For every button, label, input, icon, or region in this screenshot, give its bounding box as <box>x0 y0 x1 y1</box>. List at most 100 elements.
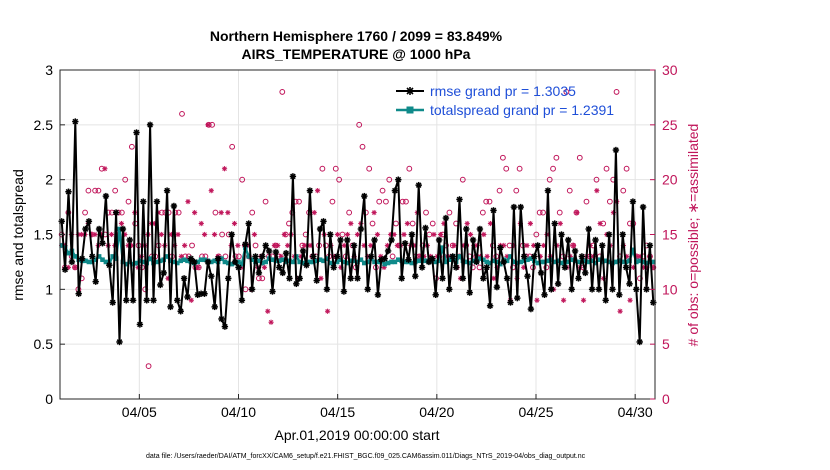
rmse-marker <box>486 302 494 309</box>
rmse-marker <box>259 253 266 260</box>
rmse-marker <box>313 277 320 284</box>
rmse-marker <box>65 188 72 195</box>
x-axis-label: Apr.01,2019 00:00:00 start <box>274 427 439 443</box>
rmse-marker <box>558 231 565 238</box>
totalspread-marker <box>219 256 224 261</box>
rmse-marker <box>282 249 290 257</box>
obs-possible-marker <box>332 165 339 172</box>
rmse-marker <box>102 192 110 200</box>
rmse-marker <box>95 225 103 233</box>
totalspread-marker <box>307 259 313 265</box>
rmse-marker <box>588 286 596 293</box>
data-series <box>58 118 657 346</box>
rmse-marker <box>177 308 184 315</box>
obs-assimilated-marker <box>534 297 540 303</box>
totalspread-marker <box>589 258 595 264</box>
totalspread-marker <box>198 257 204 263</box>
totalspread-marker <box>552 259 557 265</box>
rmse-marker <box>619 231 626 238</box>
y2-tick-label: 5 <box>662 336 670 352</box>
obs-assimilated-marker <box>92 231 98 238</box>
obs-possible-marker <box>128 143 135 150</box>
rmse-marker <box>296 275 303 282</box>
obs-possible-marker <box>359 143 366 150</box>
y2-tick-label: 30 <box>662 62 678 78</box>
totalspread-marker <box>154 259 160 265</box>
obs-possible-marker <box>406 165 413 172</box>
obs-possible-marker <box>252 242 259 249</box>
totalspread-marker <box>651 259 656 265</box>
rmse-marker <box>456 196 463 203</box>
totalspread-marker <box>549 257 554 263</box>
rmse-marker <box>310 253 317 260</box>
totalspread-marker <box>457 254 462 259</box>
rmse-marker <box>548 286 555 293</box>
totalspread-marker <box>559 260 564 266</box>
y-tick-label: 3 <box>45 62 53 78</box>
rmse-marker <box>510 203 518 211</box>
rmse-marker <box>398 275 405 282</box>
obs-assimilated-marker <box>301 242 307 249</box>
obs-possible-marker <box>262 198 269 205</box>
obs-assimilated-marker <box>560 297 567 303</box>
obs-possible-marker <box>112 187 119 194</box>
obs-assimilated-marker <box>315 188 321 194</box>
obs-possible-marker <box>536 209 543 216</box>
rmse-marker <box>133 129 140 136</box>
obs-possible-marker <box>356 121 363 128</box>
obs-assimilated-marker <box>268 319 274 325</box>
totalspread-marker <box>515 260 520 266</box>
totalspread-marker <box>467 260 472 266</box>
totalspread-marker <box>164 254 170 259</box>
totalspread-marker <box>389 259 394 265</box>
rmse-marker <box>531 253 538 260</box>
rmse-marker <box>527 305 535 313</box>
totalspread-marker <box>433 259 438 265</box>
rmse-marker <box>225 275 232 282</box>
totalspread-marker <box>634 259 639 265</box>
rmse-marker <box>75 290 82 297</box>
obs-assimilated-marker <box>431 231 437 238</box>
obs-possible-marker <box>229 143 236 150</box>
totalspread-marker <box>484 259 489 265</box>
totalspread-marker <box>351 258 357 264</box>
rmse-marker <box>578 253 586 260</box>
y2-tick-label: 10 <box>662 281 678 297</box>
rmse-marker <box>286 275 293 282</box>
rmse-marker <box>517 203 524 211</box>
totalspread-marker <box>260 260 265 266</box>
obs-possible-marker <box>637 275 643 282</box>
rmse-marker <box>330 264 337 271</box>
rmse-marker <box>221 323 229 330</box>
rmse-marker <box>208 272 215 280</box>
rmse-marker <box>415 181 422 189</box>
rmse-marker <box>381 255 388 262</box>
totalspread-marker <box>644 260 649 266</box>
y-axis-label: rmse and totalspread <box>10 169 26 301</box>
obs-possible-marker <box>85 187 92 194</box>
totalspread-marker <box>637 258 642 264</box>
totalspread-marker <box>209 259 214 265</box>
y2-tick-label: 0 <box>662 391 670 407</box>
obs-possible-marker <box>346 209 353 216</box>
totalspread-marker <box>396 257 401 263</box>
rmse-marker <box>622 264 630 271</box>
obs-possible-marker <box>239 176 246 183</box>
totalspread-marker <box>175 260 180 266</box>
y2-tick-label: 20 <box>662 172 678 188</box>
rmse-marker <box>364 286 371 293</box>
rmse-marker <box>269 288 276 295</box>
rmse-marker <box>72 118 79 125</box>
rmse-marker <box>534 242 541 249</box>
totalspread-marker <box>328 260 333 266</box>
totalspread-marker <box>113 256 119 261</box>
obs-assimilated-marker <box>374 231 381 238</box>
totalspread-marker <box>348 258 353 264</box>
rmse-marker <box>384 247 392 255</box>
rmse-marker <box>204 258 212 266</box>
totalspread-marker <box>270 257 275 263</box>
totalspread-marker <box>93 257 98 263</box>
totalspread-marker <box>277 258 282 264</box>
rmse-marker <box>412 272 419 280</box>
totalspread-marker <box>345 260 350 266</box>
